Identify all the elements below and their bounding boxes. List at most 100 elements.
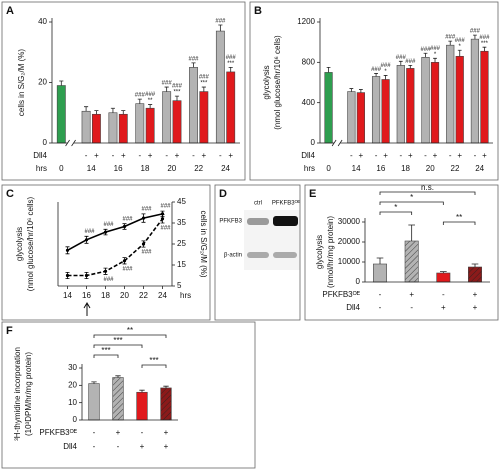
error-bar [139, 389, 145, 393]
point [84, 238, 89, 242]
bar [436, 272, 451, 283]
bracket-label: n.s. [421, 183, 434, 192]
x-tick-label: 24 [158, 291, 167, 300]
error-bar [326, 66, 331, 73]
error-bar [358, 89, 363, 93]
x-tick-label: 22 [139, 291, 148, 300]
bar [118, 113, 128, 144]
point [103, 269, 108, 273]
bracket [379, 191, 476, 195]
point [65, 273, 70, 278]
error-bar [191, 62, 196, 68]
row-label: β-actin [224, 253, 242, 259]
y-tick-label: 40 [38, 17, 47, 26]
error-bar [94, 110, 99, 115]
bar [91, 113, 101, 144]
error-bar [115, 375, 121, 378]
error-bar [201, 86, 206, 92]
y-axis-label: cells in S/G₂/M (%) [17, 49, 26, 116]
y-axis-label: (nmol/hr/mg protein) [326, 216, 335, 288]
y2-tick-label: 15 [177, 260, 186, 269]
y-axis-label: glycolysis [315, 235, 324, 269]
group-label: 20 [167, 164, 176, 173]
significance-label: ### [103, 277, 114, 283]
error-bar [482, 46, 487, 52]
line [67, 218, 164, 277]
lane-label: ctrl [254, 201, 262, 207]
y2-tick-label: 25 [177, 239, 186, 248]
y-axis-label: glycolysis [15, 227, 24, 261]
x-tick-label: 20 [120, 291, 129, 300]
bar [371, 76, 381, 144]
panel-frame [304, 184, 499, 321]
y2-tick-label: 45 [177, 197, 186, 206]
significance-label: ### [172, 84, 183, 90]
bar [406, 68, 415, 144]
significance-label: ### [162, 81, 173, 87]
condition-label: - [219, 151, 222, 160]
y-tick-label: 400 [302, 98, 316, 107]
group-label: 16 [114, 164, 123, 173]
condition-label: + [383, 151, 388, 160]
error-bar [349, 88, 354, 92]
condition-label: + [457, 151, 462, 160]
x-axis-label: hrs [180, 291, 191, 300]
condition-label: + [94, 151, 99, 160]
bar [455, 55, 464, 144]
y-axis-label: glycolysis [262, 65, 271, 99]
panel-frame [1, 1, 246, 181]
point [65, 248, 70, 252]
bar [446, 44, 455, 144]
bar [381, 79, 390, 144]
bracket-label: ** [127, 326, 133, 335]
group-axis-label: hrs [36, 164, 47, 173]
condition-label: - [474, 151, 477, 160]
significance-label: ### [141, 250, 152, 256]
bar [470, 38, 480, 144]
bracket-label: *** [149, 356, 158, 365]
blot-band [273, 252, 297, 258]
condition-label: - [379, 303, 382, 312]
condition-label: + [473, 303, 478, 312]
significance-label: *** [481, 41, 489, 47]
bracket [93, 354, 119, 358]
point [141, 216, 146, 220]
axis-break [331, 139, 343, 147]
group-label: 16 [376, 164, 385, 173]
significance-label: * [459, 44, 462, 50]
significance-label: ### [141, 206, 152, 212]
error-bar [59, 80, 64, 86]
significance-label: ### [84, 229, 95, 235]
error-bar [174, 95, 180, 101]
error-bar [110, 107, 116, 113]
y-tick-label: 20 [68, 380, 77, 389]
panel-label: D [219, 188, 227, 200]
panel-label: B [254, 5, 262, 17]
panel-label: A [6, 5, 14, 17]
bar [199, 91, 209, 144]
bracket [141, 364, 167, 368]
bar [81, 110, 91, 144]
condition-label: + [148, 151, 153, 160]
lane-label: PFKFB3ᴼᴱ [272, 200, 301, 207]
condition-label: - [138, 151, 141, 160]
condition-label: + [482, 151, 487, 160]
row-label: PFKFB3ᴼᴱ [322, 290, 360, 299]
significance-label: ### [470, 29, 481, 35]
y-tick-label: 20 [38, 78, 47, 87]
y-tick-label: 30000 [338, 217, 361, 226]
point [122, 224, 127, 229]
blot-bands [244, 210, 300, 270]
bar [356, 92, 365, 144]
bracket-label: *** [113, 336, 122, 345]
condition-label: + [140, 442, 145, 451]
panel-frame [249, 1, 499, 181]
y-tick-label: 1200 [297, 17, 315, 26]
error-bar [423, 52, 428, 58]
error-bar [473, 34, 477, 40]
bar [112, 377, 124, 421]
panel-label: C [6, 188, 14, 200]
condition-label: - [449, 151, 452, 160]
row-label: Dll4 [33, 151, 47, 160]
error-bar [440, 271, 447, 273]
